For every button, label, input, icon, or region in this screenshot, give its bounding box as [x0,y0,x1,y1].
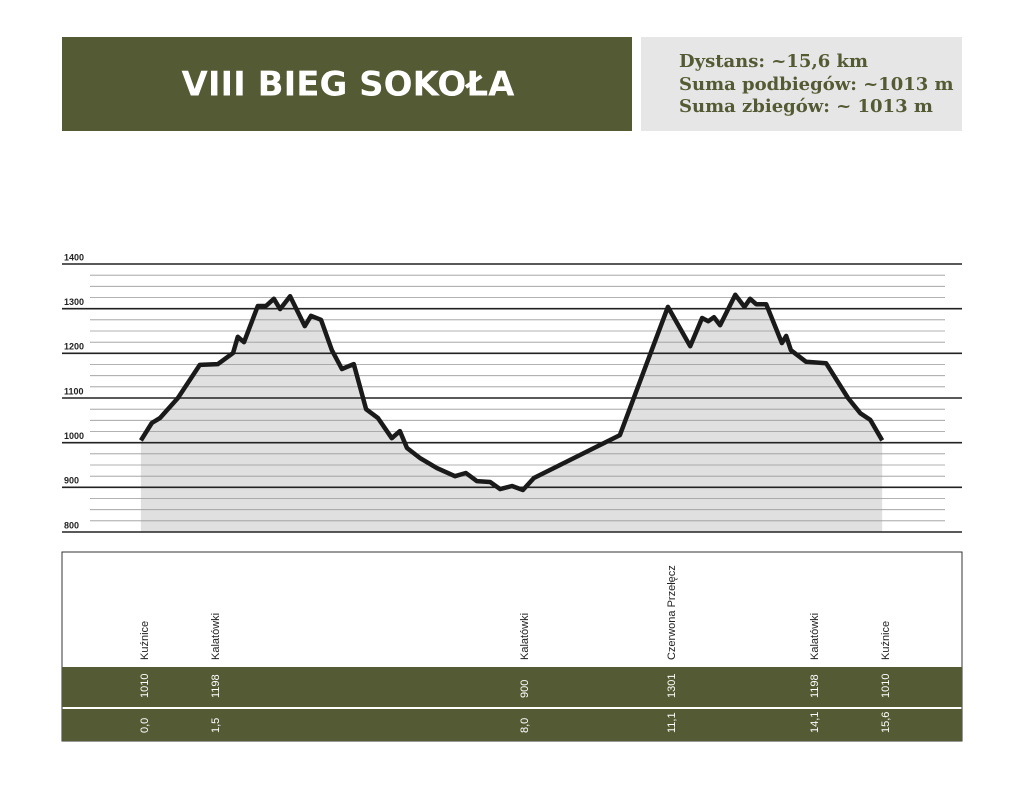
waypoint-name: Kalatówki [519,613,531,660]
y-tick-label: 900 [64,476,79,486]
waypoint-name: Czerwona Przełęcz [666,565,678,660]
waypoint-elevation: 1010 [139,674,151,698]
waypoint-distance: 0,0 [139,718,151,733]
waypoint-elevation: 1010 [880,674,892,698]
waypoint-distance: 8,0 [519,718,531,733]
waypoint-name: Kuźnice [139,621,151,660]
title: VIII BIEG SOKOŁA [182,65,516,105]
y-tick-label: 1000 [64,431,84,441]
info-line: Suma podbiegów: ~1013 m [679,74,954,95]
y-tick-label: 800 [64,520,79,530]
title-box [62,37,632,131]
area-fill [140,294,883,532]
y-tick-label: 1100 [64,386,84,396]
waypoint-name: Kalatówki [809,613,821,660]
waypoint-elevation: 1198 [210,674,222,698]
waypoint-distance: 11,1 [666,712,678,733]
info-line: Dystans: ~15,6 km [679,51,868,72]
waypoint-distance: 15,6 [880,712,892,733]
waypoint-name: Kuźnice [880,621,892,660]
y-tick-label: 1200 [64,342,84,352]
profile-line [138,292,885,493]
waypoint-distance: 14,1 [809,712,821,733]
info-line: Suma zbiegów: ~ 1013 m [679,96,933,117]
waypoint-elevation: 1198 [809,674,821,698]
elevation-row [62,667,962,707]
distance-row [62,709,962,741]
waypoint-distance: 1,5 [210,718,222,733]
y-tick-label: 1400 [64,252,84,262]
waypoint-elevation: 1301 [666,674,678,698]
waypoint-elevation: 900 [519,680,531,698]
info-box [641,37,962,131]
waypoint-name: Kalatówki [210,613,222,660]
y-tick-label: 1300 [64,297,84,307]
